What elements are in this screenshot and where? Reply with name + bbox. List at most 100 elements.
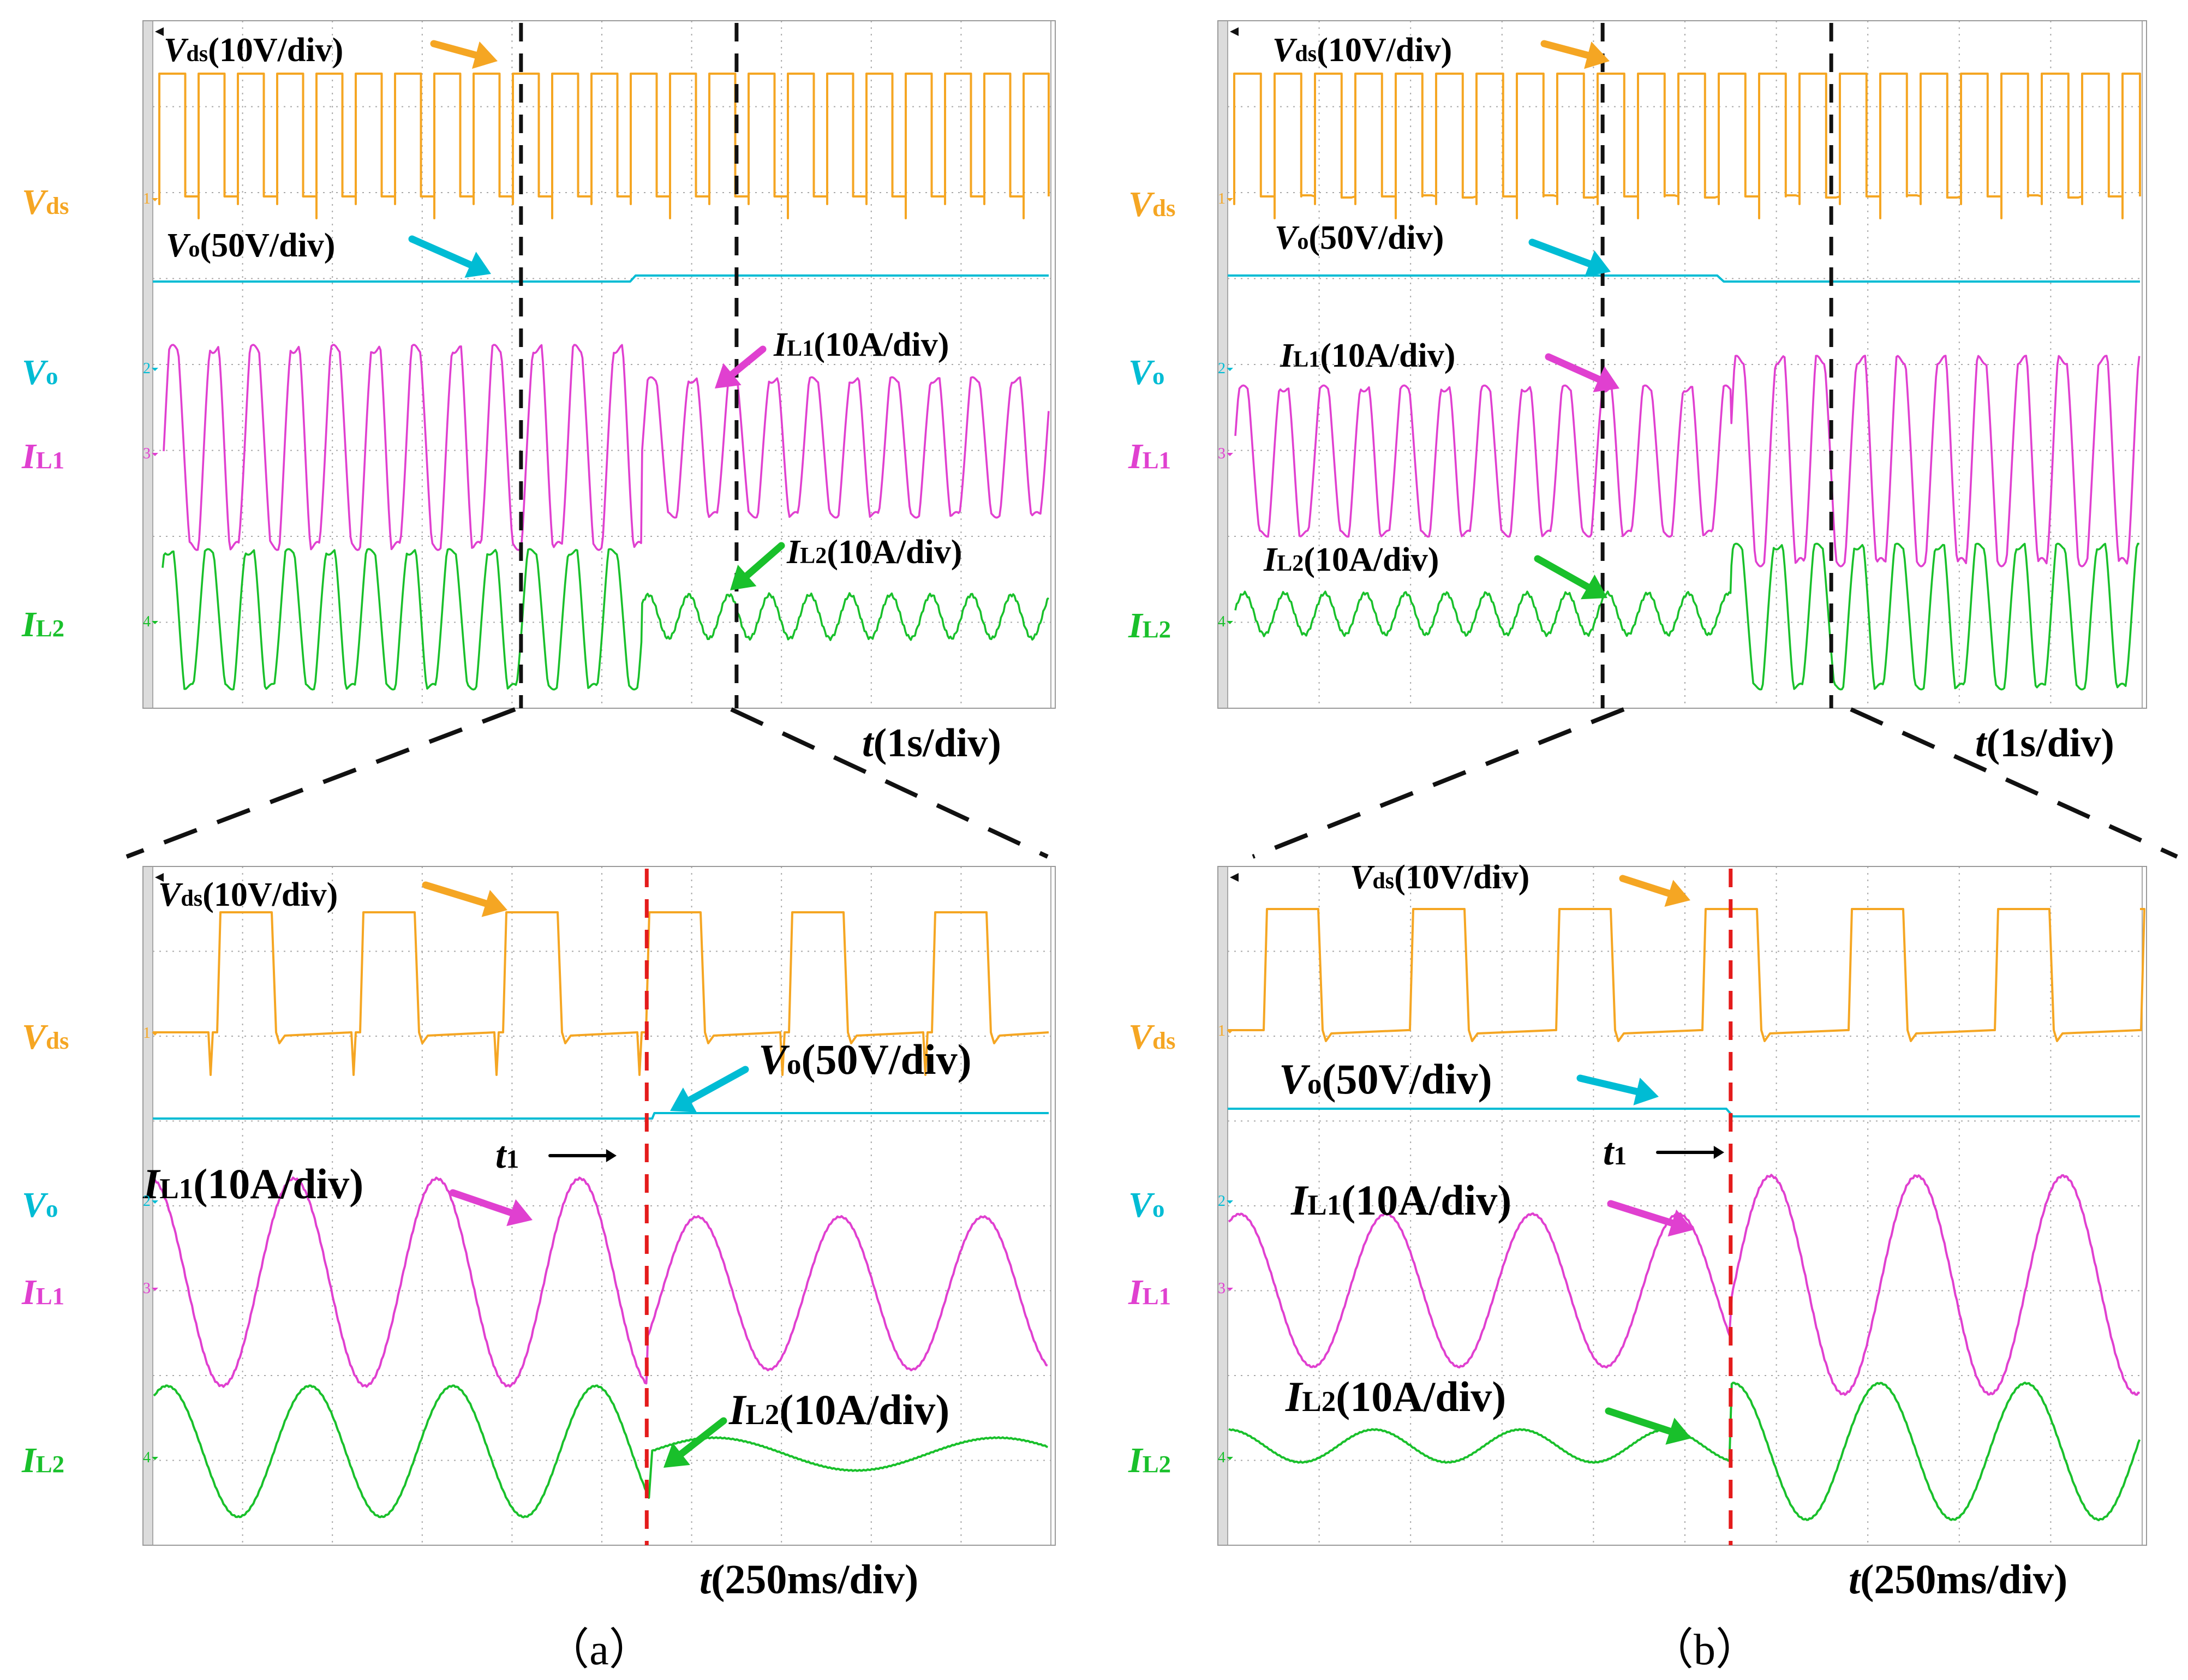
il2-scale-label-part: I	[786, 534, 801, 571]
il1-arrow	[449, 1189, 533, 1227]
scope-frame	[1217, 866, 2147, 1546]
vds-arrow-shaft	[1619, 875, 1672, 897]
vo-label-part: V	[1128, 352, 1155, 392]
time-scale-label: t(1s/div)	[1975, 721, 2114, 766]
vds-scale-label-part: (10V/div)	[202, 876, 338, 913]
vo-arrow-head	[1584, 250, 1611, 277]
zoom-line-a-right	[730, 707, 1049, 859]
vo-label-part: o	[46, 1195, 58, 1222]
channel-marker-1: 1	[1218, 190, 1225, 207]
il1-label-part: L1	[36, 446, 64, 474]
channel-level-tick	[1227, 453, 1233, 456]
il1-scale-label-part: I	[1280, 337, 1294, 374]
channel-level-tick	[152, 1288, 158, 1291]
channel-level-tick	[152, 198, 158, 201]
il1-scale-label-part: L1	[1307, 1189, 1341, 1221]
vo-scale-label-part: V	[1275, 219, 1300, 256]
vds-label-part: ds	[46, 1027, 69, 1054]
vo-scale-label-part: (50V/div)	[1308, 219, 1444, 256]
vo-scale-label-part: o	[1297, 229, 1308, 254]
scope-frame	[1217, 20, 2147, 709]
vds-label: Vds	[1128, 184, 1175, 224]
il2-scale-label-part: (10A/div)	[1336, 1373, 1506, 1420]
vo-label-part: V	[1128, 1185, 1155, 1225]
il1-trace	[1234, 355, 2141, 567]
vds-arrow-shaft	[1540, 40, 1592, 59]
il1-scale-label-part: (10A/div)	[814, 326, 949, 363]
il2-scale-label: IL2(10A/div)	[786, 534, 962, 571]
il2-scale-label-part: (10A/div)	[827, 534, 962, 571]
time-scale-label: t(250ms/div)	[700, 1557, 918, 1603]
channel-level-tick	[1227, 621, 1233, 624]
vds-scale-label-part: V	[1350, 859, 1375, 896]
vo-scale-label-part: o	[1307, 1068, 1322, 1100]
time-scale-label: t(250ms/div)	[1849, 1557, 2067, 1603]
vo-trace	[153, 1112, 1049, 1120]
vds-arrow-shaft	[430, 40, 480, 59]
vds-label-part: V	[1128, 184, 1155, 224]
vds-scale-label-part: V	[1272, 32, 1298, 69]
vo-label-part: V	[22, 352, 49, 392]
vds-arrow-head	[481, 889, 507, 917]
vds-trace	[1233, 73, 2141, 219]
channel-level-tick	[1227, 1457, 1233, 1460]
panel-b-top: Vds(10V/div)Vo(50V/div)IL1(10A/div)IL2(1…	[1128, 20, 2147, 766]
vo-label-part: o	[46, 362, 58, 390]
il1-label-part: I	[1128, 1272, 1144, 1312]
vo-scale-label-part: V	[166, 227, 191, 264]
vo-label-part: o	[1152, 362, 1164, 390]
channel-marker-2: 2	[1218, 360, 1225, 377]
vds-label-part: ds	[1152, 194, 1175, 222]
vds-trace	[1228, 908, 2145, 1042]
channel-marker-2: 2	[143, 360, 151, 377]
il1-label-part: L1	[1143, 446, 1171, 474]
il2-trace	[153, 1384, 1048, 1518]
il2-arrow	[730, 542, 785, 590]
il1-arrow-head	[1667, 1209, 1694, 1237]
il1-scale-label-part: I	[773, 326, 788, 363]
vds-scale-label-part: (10V/div)	[1317, 32, 1452, 69]
vds-scale-label-part: (10V/div)	[208, 32, 343, 69]
il2-scale-label: IL2(10A/div)	[1263, 541, 1439, 578]
channel-marker-4: 4	[143, 1449, 151, 1466]
il2-arrow-shaft	[1605, 1407, 1673, 1435]
il1-label: IL1	[21, 1272, 64, 1312]
il1-arrow-shaft	[449, 1189, 515, 1217]
t1-label-part: t	[495, 1134, 507, 1176]
il1-scale-label-part: (10A/div)	[1320, 337, 1455, 374]
il2-scale-label-part: L2	[800, 543, 827, 569]
scope-frame	[142, 20, 1056, 709]
vo-trace	[1228, 1108, 2140, 1117]
vds-scale-label-part: ds	[181, 886, 202, 911]
il2-label-part: I	[21, 605, 37, 644]
il2-label: IL2	[21, 605, 64, 644]
vo-scale-label: Vo(50V/div)	[1279, 1055, 1492, 1103]
il2-arrow	[1534, 555, 1607, 600]
vds-scale-label-part: ds	[1295, 41, 1317, 67]
vds-trace	[153, 911, 1049, 1076]
vo-arrow-head	[464, 252, 491, 278]
il1-trace	[153, 1176, 1048, 1388]
vds-label-part: V	[1128, 1017, 1155, 1057]
t1-arrow-head	[1713, 1146, 1724, 1159]
vds-scale-label-part: V	[158, 876, 183, 913]
vds-label-part: ds	[1152, 1027, 1175, 1054]
vds-arrow	[422, 881, 507, 917]
il1-scale-label: IL1(10A/div)	[1290, 1176, 1511, 1224]
t1-label-part: 1	[506, 1145, 519, 1174]
il2-label-part: L2	[36, 614, 64, 642]
t1-label: t1	[1603, 1131, 1627, 1173]
panel-a-bottom: t1Vds(10V/div)Vo(50V/div)IL1(10A/div)IL2…	[21, 866, 1056, 1603]
trigger-marker	[1230, 873, 1239, 882]
vds-scale-label: Vds(10V/div)	[1272, 32, 1452, 69]
il2-arrow-head	[1665, 1418, 1691, 1445]
il2-label-part: I	[21, 1440, 37, 1480]
il1-scale-label-part: L1	[1293, 346, 1320, 372]
il2-label-part: L2	[1143, 615, 1171, 643]
channel-level-tick	[1227, 1200, 1233, 1204]
